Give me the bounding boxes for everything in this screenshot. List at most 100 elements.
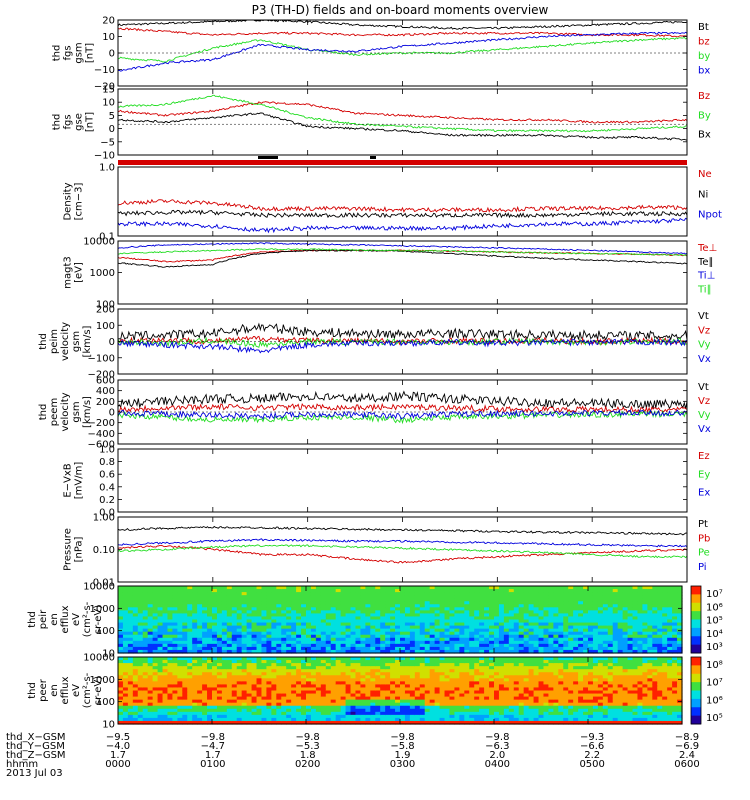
spectrogram-cell xyxy=(221,613,228,618)
spectrogram-cell xyxy=(162,696,169,701)
spectrogram-cell xyxy=(489,687,495,692)
spectrogram-cell xyxy=(266,690,272,695)
spectrogram-cell xyxy=(236,663,243,667)
spectrogram-cell xyxy=(251,640,258,645)
spectrogram-cell xyxy=(583,649,589,654)
spectrogram-cell xyxy=(157,711,164,716)
spectrogram-cell xyxy=(132,702,139,707)
spectrogram-cell xyxy=(157,589,164,593)
spectrogram-cell xyxy=(563,607,569,611)
spectrogram-cell xyxy=(563,666,569,670)
spectrogram-cell xyxy=(246,702,253,707)
spectrogram-cell xyxy=(306,613,312,618)
spectrogram-cell xyxy=(528,622,535,627)
spectrogram-cell xyxy=(345,634,352,639)
spectrogram-cell xyxy=(296,684,302,689)
spectrogram-cell xyxy=(212,672,218,676)
spectrogram-cell xyxy=(187,595,193,599)
spectrogram-cell xyxy=(474,690,480,695)
spectrogram-cell xyxy=(152,678,159,682)
spectrogram-cell xyxy=(459,702,465,707)
spectrogram-cell xyxy=(192,663,198,667)
spectrogram-cell xyxy=(404,672,411,676)
spectrogram-cell xyxy=(543,720,550,725)
spectrogram-cell xyxy=(127,690,134,695)
spectrogram-cell xyxy=(187,672,193,676)
spectrogram-cell xyxy=(137,592,144,596)
spectrogram-cell xyxy=(271,714,277,719)
spectrogram-cell xyxy=(256,693,263,698)
spectrogram-cell xyxy=(197,705,203,710)
spectrogram-cell xyxy=(380,720,386,725)
spectrogram-cell xyxy=(385,672,391,676)
spectrogram-cell xyxy=(677,610,683,615)
spectrogram-cell xyxy=(118,678,124,682)
spectrogram-cell xyxy=(627,649,634,654)
spectrogram-cell xyxy=(182,681,188,686)
spectrogram-cell xyxy=(429,616,436,621)
spectrogram-cell xyxy=(454,613,460,618)
spectrogram-cell xyxy=(122,643,129,648)
spectrogram-cell xyxy=(355,592,362,596)
series-line-Vt xyxy=(117,390,688,410)
spectrogram-cell xyxy=(484,634,490,639)
spectrogram-cell xyxy=(137,690,144,695)
spectrogram-cell xyxy=(320,720,327,725)
spectrogram-cell xyxy=(444,613,451,618)
spectrogram-cell xyxy=(553,646,559,651)
spectrogram-cell xyxy=(528,684,535,689)
spectrogram-cell xyxy=(281,681,287,686)
spectrogram-cell xyxy=(246,634,253,639)
spectrogram-cell xyxy=(642,619,648,624)
spectrogram-cell xyxy=(360,660,366,664)
spectrogram-cell xyxy=(350,616,357,621)
spectrogram-cell xyxy=(523,669,530,673)
spectrogram-cell xyxy=(162,631,169,636)
spectrogram-cell xyxy=(429,592,436,596)
spectrogram-cell xyxy=(439,705,446,710)
spectrogram-cell xyxy=(523,613,530,618)
spectrogram-cell xyxy=(548,693,554,698)
spectrogram-cell xyxy=(419,663,426,667)
spectrogram-cell xyxy=(528,628,535,633)
spectrogram-cell xyxy=(241,616,248,621)
spectrogram-cell xyxy=(212,708,218,713)
spectrogram-cell xyxy=(543,601,550,605)
spectrogram-cell xyxy=(306,690,312,695)
spectrogram-cell xyxy=(444,595,451,599)
spectrogram-cell xyxy=(607,634,614,639)
spectrogram-cell xyxy=(192,631,198,636)
spectrogram-cell xyxy=(221,607,228,611)
spectrogram-cell xyxy=(498,586,505,590)
spectrogram-cell xyxy=(212,693,218,698)
spectrogram-cell xyxy=(276,711,282,716)
spectrogram-cell xyxy=(503,675,510,679)
spectrogram-cell xyxy=(152,634,159,639)
spectrogram-cell xyxy=(370,634,376,639)
spectrogram-cell xyxy=(449,604,456,608)
spectrogram-cell xyxy=(350,672,357,676)
spectrogram-cell xyxy=(202,622,208,627)
spectrogram-cell xyxy=(390,684,396,689)
spectrogram-cell xyxy=(306,619,312,624)
spectrogram-cell xyxy=(226,604,233,608)
spectrogram-cell xyxy=(474,708,480,713)
spectrogram-cell xyxy=(375,595,381,599)
spectrogram-cell xyxy=(296,675,302,679)
spectrogram-cell xyxy=(365,592,371,596)
spectrogram-cell xyxy=(276,643,282,648)
spectrogram-cell xyxy=(266,637,272,642)
spectrogram-cell xyxy=(221,696,228,701)
spectrogram-cell xyxy=(518,693,525,698)
spectrogram-cell xyxy=(286,675,292,679)
spectrogram-cell xyxy=(404,634,411,639)
spectrogram-cell xyxy=(662,625,668,630)
spectrogram-cell xyxy=(474,672,480,676)
spectrogram-cell xyxy=(380,631,386,636)
spectrogram-cell xyxy=(642,640,648,645)
spectrogram-cell xyxy=(459,625,465,630)
spectrogram-cell xyxy=(350,640,357,645)
spectrogram-cell xyxy=(261,646,268,651)
spectrogram-cell xyxy=(424,634,431,639)
spectrogram-cell xyxy=(588,666,594,670)
